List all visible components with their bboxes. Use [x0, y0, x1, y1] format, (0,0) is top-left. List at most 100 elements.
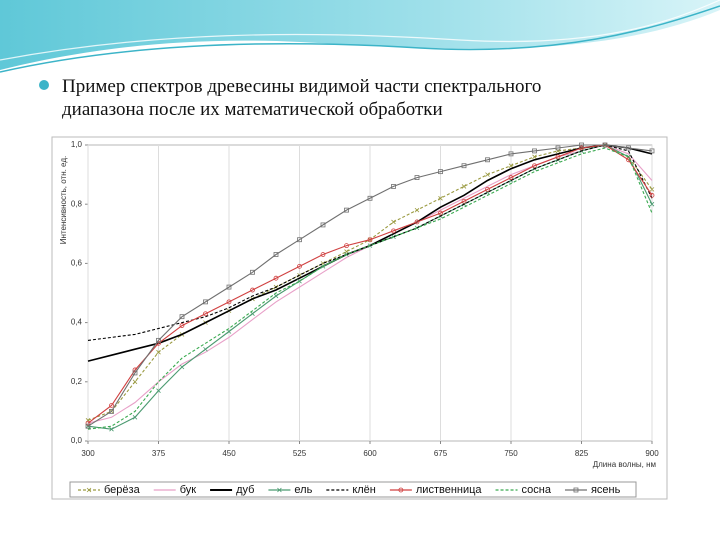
marker [532, 154, 537, 160]
marker [649, 148, 655, 154]
x-tick-label: 450 [222, 449, 236, 458]
x-tick-label: 825 [575, 449, 589, 458]
marker [391, 228, 396, 234]
marker [203, 299, 208, 305]
marker [250, 287, 255, 293]
marker [273, 275, 279, 281]
legend-frame [69, 481, 637, 498]
marker [508, 163, 514, 169]
legend-label: дуб [236, 484, 254, 496]
marker [85, 423, 91, 429]
marker [226, 329, 232, 334]
y-tick-label: 1,0 [71, 140, 83, 149]
series-line [87, 144, 653, 424]
marker [367, 237, 373, 243]
x-tick-label: 300 [81, 449, 95, 458]
marker [320, 252, 326, 257]
marker [86, 487, 92, 493]
marker [579, 145, 584, 151]
y-tick-label: 0,8 [71, 199, 83, 208]
marker [297, 263, 302, 269]
marker [532, 163, 537, 169]
x-tick-label: 675 [434, 449, 448, 458]
bullet-text: диапазона после их математической обрабо… [62, 99, 443, 120]
marker [250, 269, 255, 275]
marker [649, 192, 655, 198]
x-tick-label: 525 [293, 449, 307, 458]
marker [277, 487, 282, 493]
marker [297, 237, 302, 243]
chart-frame [51, 136, 668, 500]
marker [414, 219, 420, 225]
legend-label: ясень [591, 484, 621, 496]
legend-label: бук [180, 484, 197, 496]
marker [391, 184, 396, 189]
marker [555, 154, 561, 160]
x-tick-label: 600 [363, 449, 377, 458]
marker [438, 169, 443, 175]
marker [414, 207, 420, 213]
marker [508, 151, 514, 157]
marker [109, 403, 114, 408]
marker [649, 201, 655, 207]
marker [438, 210, 443, 216]
marker [132, 415, 138, 420]
marker [555, 145, 561, 151]
marker [485, 186, 490, 192]
marker [398, 487, 404, 493]
x-tick-label: 375 [152, 449, 166, 458]
marker [508, 175, 514, 180]
marker [85, 420, 91, 426]
marker [414, 175, 420, 180]
header-wave-line [0, 5, 720, 73]
marker [132, 370, 138, 376]
marker [367, 195, 373, 201]
marker [179, 314, 185, 320]
marker [320, 222, 326, 228]
legend-label: клён [352, 484, 376, 496]
marker [156, 337, 161, 343]
marker [602, 142, 608, 148]
marker [156, 388, 161, 393]
marker [156, 349, 161, 355]
marker [109, 426, 114, 432]
marker [179, 323, 185, 328]
legend-label: лиственница [416, 484, 483, 496]
series-line [87, 144, 653, 341]
marker [485, 157, 490, 163]
marker [344, 243, 349, 249]
marker [179, 364, 185, 370]
marker [109, 408, 114, 414]
header-wave-line [0, 0, 720, 61]
marker [461, 163, 467, 169]
marker [203, 346, 208, 352]
marker [132, 379, 138, 385]
y-tick-label: 0,0 [71, 436, 83, 445]
x-tick-label: 750 [504, 449, 518, 458]
y-tick-label: 0,2 [71, 377, 83, 386]
marker [461, 184, 467, 189]
marker [273, 252, 279, 257]
marker [226, 284, 232, 290]
series-line [87, 147, 653, 430]
y-axis-title: Интенсивность, отн. ед. [59, 156, 68, 244]
marker [626, 145, 631, 151]
legend-label: ель [294, 484, 312, 496]
x-axis-title: Длина волны, нм [593, 460, 656, 469]
marker [438, 195, 443, 201]
legend-label: сосна [522, 484, 552, 496]
bullet-text: Пример спектров древесины видимой части … [62, 76, 541, 97]
marker [649, 187, 655, 192]
marker [626, 157, 631, 163]
marker [391, 219, 396, 225]
x-tick-label: 900 [645, 449, 659, 458]
series-line [87, 144, 653, 427]
marker [485, 172, 490, 177]
bullet-dot [39, 80, 49, 90]
y-tick-label: 0,6 [71, 259, 83, 268]
marker [226, 299, 232, 305]
y-tick-label: 0,4 [71, 318, 83, 327]
marker [573, 487, 579, 493]
marker [203, 311, 208, 317]
